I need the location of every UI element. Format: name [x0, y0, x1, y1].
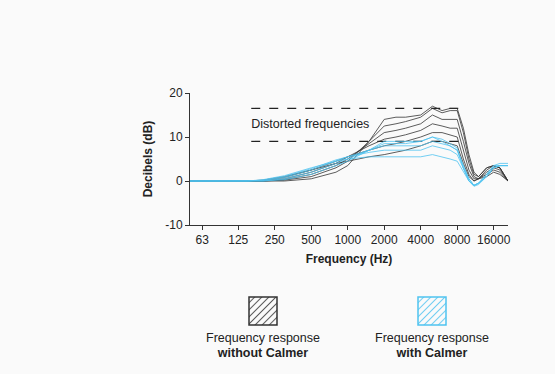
html-text:Frequency response: Frequency response	[206, 331, 320, 345]
svg-text:-10: -10	[165, 218, 183, 232]
svg-text:500: 500	[301, 233, 321, 247]
svg-text:20: 20	[169, 86, 183, 100]
svg-text:2000: 2000	[371, 233, 398, 247]
svg-text:8000: 8000	[444, 233, 471, 247]
svg-text:125: 125	[228, 233, 248, 247]
svg-text:0: 0	[176, 174, 183, 188]
svg-text:16000: 16000	[477, 233, 511, 247]
svg-text:Decibels (dB): Decibels (dB)	[141, 121, 155, 198]
html-text:with Calmer: with Calmer	[396, 346, 468, 360]
svg-text:63: 63	[195, 233, 209, 247]
html-text:without Calmer: without Calmer	[217, 346, 309, 360]
html-text:Frequency response: Frequency response	[375, 331, 489, 345]
svg-text:Distorted frequencies: Distorted frequencies	[251, 117, 369, 131]
svg-text:1000: 1000	[334, 233, 361, 247]
svg-text:4000: 4000	[407, 233, 434, 247]
svg-text:10: 10	[169, 130, 183, 144]
svg-text:Frequency (Hz): Frequency (Hz)	[306, 252, 393, 266]
svg-text:250: 250	[265, 233, 285, 247]
